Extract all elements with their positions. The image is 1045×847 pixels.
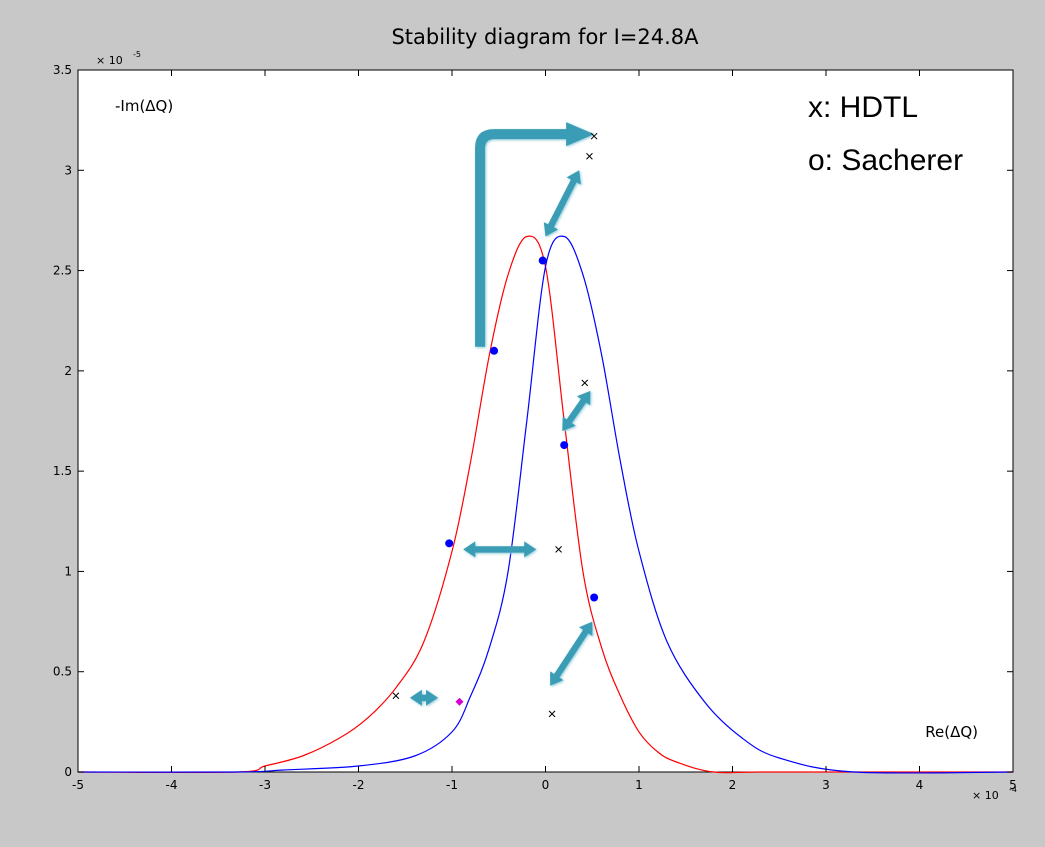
hdtl-point [581, 379, 589, 387]
x-tick-label: -3 [259, 778, 271, 792]
x-tick-label: -4 [166, 778, 178, 792]
legend-sacherer: o: Sacherer [808, 144, 963, 177]
y-axis-label: -Im(ΔQ) [115, 97, 173, 115]
x-tick-label: 0 [542, 778, 550, 792]
x-multiplier-exponent: -4 [1009, 785, 1017, 794]
series-blue-line [77, 235, 1014, 774]
arrow-2 [543, 170, 582, 238]
y-tick-label: 3 [64, 163, 72, 177]
tick-layer: -5 -4 -3 -2 -1 0 1 2 3 4 5 0 0.5 1 1.5 2 2.5 3 3.5 [53, 63, 1017, 792]
arrow-body [550, 621, 593, 686]
arrow-3 [562, 390, 592, 432]
hdtl-point [548, 710, 556, 718]
arrow-body [543, 170, 581, 237]
y-tick-label: 2 [64, 364, 72, 378]
x-axis-label: Re(ΔQ) [925, 723, 978, 741]
x-tick-label: -2 [353, 778, 365, 792]
arrow-body [463, 541, 537, 558]
x-multiplier: × 10 [972, 789, 999, 802]
y-multiplier-exponent: -5 [133, 50, 141, 59]
arrow-4 [463, 541, 538, 559]
hdtl-point [392, 692, 400, 700]
x-tick-label: -5 [72, 778, 84, 792]
arrow-body [562, 390, 591, 431]
curve-layer [77, 235, 1014, 774]
series-red-line [77, 235, 1013, 774]
y-multiplier: × 10 [96, 54, 123, 67]
sacherer-point [445, 539, 454, 548]
y-tick-label: 1 [64, 564, 72, 578]
x-tick-label: -1 [446, 778, 458, 792]
plot-area [77, 69, 1014, 773]
sacherer-point [455, 697, 464, 706]
legend-hdtl: x: HDTL [808, 91, 918, 124]
y-tick-label: 0.5 [53, 665, 72, 679]
x-tick-label: 1 [635, 778, 643, 792]
y-tick-label: 1.5 [53, 464, 72, 478]
hdtl-point [555, 546, 562, 553]
x-tick-label: 4 [916, 778, 924, 792]
arrow-layer [409, 122, 596, 707]
x-tick-label: 5 [1009, 778, 1017, 792]
hdtl-point [586, 152, 593, 160]
y-tick-label: 0 [64, 765, 72, 779]
y-tick-label: 3.5 [53, 63, 72, 77]
marker-layer [392, 132, 599, 718]
x-tick-label: 3 [822, 778, 830, 792]
arrow-6 [409, 689, 439, 707]
chart-title: Stability diagram for I=24.8A [391, 25, 699, 49]
sacherer-point [490, 346, 499, 355]
y-tick-label: 2.5 [53, 264, 72, 278]
arrow-body [409, 689, 438, 706]
sacherer-point [560, 441, 569, 450]
hdtl-point [590, 132, 598, 140]
arrow-5 [550, 621, 594, 687]
x-tick-label: 2 [729, 778, 737, 792]
sacherer-point [538, 256, 547, 265]
sacherer-point [590, 593, 599, 602]
